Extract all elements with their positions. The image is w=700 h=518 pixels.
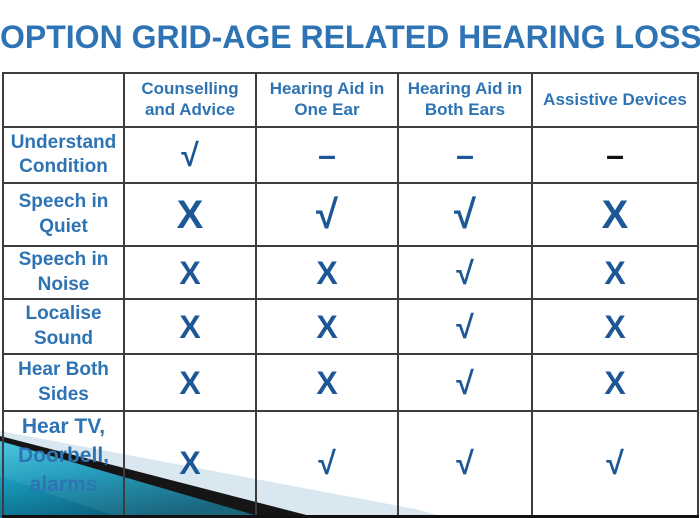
grid-cell: X bbox=[123, 182, 257, 247]
check-mark: √ bbox=[456, 445, 474, 482]
table-row-understand-condition: Understand Condition √ – – – bbox=[2, 126, 699, 184]
grid-cell: √ bbox=[397, 410, 533, 517]
x-mark: X bbox=[316, 308, 338, 345]
grid-cell: X bbox=[255, 245, 399, 300]
option-grid-table: Counselling and Advice Hearing Aid in One… bbox=[2, 72, 699, 518]
grid-cell: X bbox=[531, 245, 699, 300]
row-label: Hear Both Sides bbox=[2, 353, 125, 412]
slide-title: OPTION GRID-AGE RELATED HEARING LOSS bbox=[0, 19, 700, 55]
x-mark: X bbox=[604, 308, 626, 345]
table-row-hear-both-sides: Hear Both Sides X X √ X bbox=[2, 353, 699, 412]
grid-cell: – bbox=[255, 126, 399, 184]
grid-cell: X bbox=[123, 298, 257, 355]
grid-cell: – bbox=[531, 126, 699, 184]
x-mark: X bbox=[604, 254, 626, 291]
row-label: Speech in Quiet bbox=[2, 182, 125, 247]
row-label: Hear TV, Doorbell, alarms bbox=[2, 410, 125, 517]
table-row-hear-tv-doorbell-alarms: Hear TV, Doorbell, alarms X √ √ √ bbox=[2, 410, 699, 517]
check-mark: √ bbox=[456, 254, 474, 291]
check-mark: √ bbox=[456, 364, 474, 401]
x-mark: X bbox=[176, 192, 204, 237]
grid-cell: X bbox=[255, 353, 399, 412]
grid-cell: X bbox=[123, 353, 257, 412]
grid-cell: √ bbox=[531, 410, 699, 517]
check-mark: √ bbox=[318, 445, 336, 482]
check-mark: √ bbox=[606, 445, 624, 482]
check-mark: √ bbox=[181, 137, 199, 173]
x-mark: X bbox=[179, 308, 201, 345]
grid-cell: – bbox=[397, 126, 533, 184]
x-mark: X bbox=[179, 445, 201, 482]
dash-mark: – bbox=[606, 137, 624, 173]
x-mark: X bbox=[316, 254, 338, 291]
corner-cell bbox=[2, 72, 125, 128]
grid-cell: √ bbox=[123, 126, 257, 184]
header-row: Counselling and Advice Hearing Aid in One… bbox=[2, 72, 699, 128]
table-row-localise-sound: Localise Sound X X √ X bbox=[2, 298, 699, 355]
grid-cell: X bbox=[531, 182, 699, 247]
check-mark: √ bbox=[456, 308, 474, 345]
column-header-counselling-and-advice: Counselling and Advice bbox=[123, 72, 257, 128]
grid-cell: X bbox=[123, 245, 257, 300]
check-mark: √ bbox=[316, 192, 338, 237]
grid-cell: X bbox=[255, 298, 399, 355]
table-row-speech-in-noise: Speech in Noise X X √ X bbox=[2, 245, 699, 300]
x-mark: X bbox=[601, 192, 629, 237]
column-header-assistive-devices: Assistive Devices bbox=[531, 72, 699, 128]
grid-cell: √ bbox=[397, 245, 533, 300]
column-header-hearing-aid-in-both-ears: Hearing Aid in Both Ears bbox=[397, 72, 533, 128]
check-mark: √ bbox=[454, 192, 476, 237]
row-label: Localise Sound bbox=[2, 298, 125, 355]
row-label: Speech in Noise bbox=[2, 245, 125, 300]
dash-mark: – bbox=[318, 137, 336, 173]
grid-cell: √ bbox=[255, 182, 399, 247]
grid-cell: √ bbox=[397, 353, 533, 412]
row-label: Understand Condition bbox=[2, 126, 125, 184]
grid-cell: X bbox=[531, 353, 699, 412]
grid-cell: √ bbox=[397, 182, 533, 247]
dash-mark: – bbox=[456, 137, 474, 173]
table-row-speech-in-quiet: Speech in Quiet X √ √ X bbox=[2, 182, 699, 247]
table-header: Counselling and Advice Hearing Aid in One… bbox=[2, 72, 699, 128]
column-header-hearing-aid-in-one-ear: Hearing Aid in One Ear bbox=[255, 72, 399, 128]
x-mark: X bbox=[316, 364, 338, 401]
table-body: Understand Condition √ – – – Speech in Quiet X… bbox=[2, 126, 699, 517]
grid-cell: X bbox=[531, 298, 699, 355]
x-mark: X bbox=[179, 254, 201, 291]
grid-cell: √ bbox=[397, 298, 533, 355]
grid-cell: X bbox=[123, 410, 257, 517]
grid-cell: √ bbox=[255, 410, 399, 517]
x-mark: X bbox=[604, 364, 626, 401]
x-mark: X bbox=[179, 364, 201, 401]
